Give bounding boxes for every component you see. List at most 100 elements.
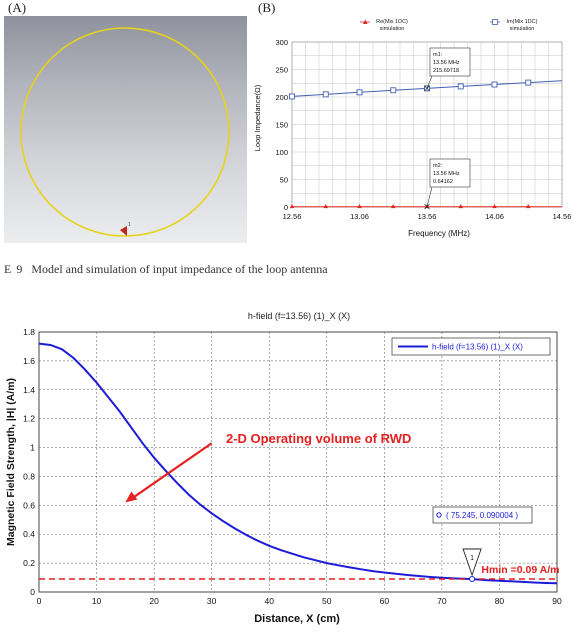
h-field-y-tick-label: 1.8 xyxy=(23,327,35,337)
panel-a-label: (A) xyxy=(8,0,27,15)
marker-leader-line xyxy=(426,186,433,207)
impedance-square-marker xyxy=(491,81,498,88)
operating-volume-annotation: 2-D Operating volume of RWD xyxy=(226,431,411,446)
impedance-triangle-marker xyxy=(289,204,295,209)
marker-triangle-label: 1 xyxy=(470,555,474,562)
hmin-label: Hmin =0.09 A/m xyxy=(481,564,559,576)
h-field-legend: h-field (f=13.56) (1)_X (X) xyxy=(391,337,551,356)
caption-text: Model and simulation of input impedance … xyxy=(31,262,328,276)
h-field-x-tick-label: 20 xyxy=(149,596,159,606)
impedance-triangle-marker xyxy=(525,204,531,209)
impedance-y-tick-label: 0 xyxy=(284,203,288,212)
impedance-x-tick-label: 13.06 xyxy=(350,212,369,221)
impedance-y-tick-label: 50 xyxy=(280,176,288,185)
impedance-x-tick-label: 12.56 xyxy=(283,212,302,221)
impedance-triangle-marker xyxy=(390,204,396,209)
h-field-y-tick-label: 1 xyxy=(30,443,35,453)
h-field-x-tick-label: 40 xyxy=(264,596,274,606)
impedance-square-marker xyxy=(525,79,532,86)
marker-frequency: 13.56 MHz xyxy=(433,60,460,66)
marker-value: 0.64162 xyxy=(433,179,453,185)
panel-b-label: (B) xyxy=(258,0,276,15)
legend-triangle-marker xyxy=(363,19,368,24)
hmin-intersection-point xyxy=(469,575,476,582)
loop-antenna-model-drawing: 1 xyxy=(20,27,230,237)
impedance-tick-labels: 12.56 13.06 13.56 14.06 14.56 0 50 100 150 200 250… xyxy=(275,38,571,221)
h-field-x-tick-label: 10 xyxy=(92,596,102,606)
h-field-x-tick-label: 70 xyxy=(437,596,447,606)
h-field-annotations: 2-D Operating volume of RWD ( 75.245, 0.0… xyxy=(125,431,560,582)
h-field-x-tick-label: 90 xyxy=(552,596,562,606)
loop-antenna-ring xyxy=(20,27,230,237)
h-field-tick-labels: 0 10 20 30 40 50 60 70 80 90 0 0.2 0.4 0.6 0.8 1 1.2 1.4 1… xyxy=(23,327,562,606)
impedance-triangle-marker xyxy=(357,204,362,209)
legend-entry-name: Im(Mix 1DC) xyxy=(507,19,538,25)
impedance-y-axis-label: Loop Impedance(Ω) xyxy=(253,84,262,151)
impedance-square-marker xyxy=(356,89,363,96)
h-field-x-tick-label: 60 xyxy=(380,596,390,606)
h-field-x-tick-label: 80 xyxy=(495,596,505,606)
h-field-y-tick-label: 1.2 xyxy=(23,414,35,424)
impedance-square-marker xyxy=(289,93,295,100)
impedance-markers: m1: 13.56 MHz 215.69718 m2: 13.56 MHz 0.64162 xyxy=(424,47,471,210)
marker-leader-line xyxy=(426,75,433,89)
legend-entry-sub: simulation xyxy=(380,26,405,32)
operating-volume-arrow-head xyxy=(125,491,138,503)
datatip-icon xyxy=(436,512,442,518)
marker-value: 215.69718 xyxy=(433,68,459,74)
marker-readout-box xyxy=(429,47,471,77)
h-field-legend-box xyxy=(391,337,551,356)
h-field-y-tick-label: 0.2 xyxy=(23,558,35,568)
loop-antenna-model-view: 1 xyxy=(4,16,247,243)
impedance-x-tick-label: 14.06 xyxy=(485,212,504,221)
marker-point xyxy=(424,85,430,92)
datatip-box xyxy=(432,506,533,524)
impedance-chart: 12.56 13.06 13.56 14.06 14.56 0 50 100 150 200 250… xyxy=(253,19,571,238)
h-field-y-tick-label: 1.6 xyxy=(23,356,35,366)
marker-readout-box xyxy=(429,158,471,188)
figure-caption: E 9 Model and simulation of input impedan… xyxy=(4,262,328,277)
impedance-y-tick-label: 200 xyxy=(275,93,288,102)
operating-volume-arrow-shaft xyxy=(132,442,213,499)
marker-frequency: 13.56 MHz xyxy=(433,171,460,177)
marker-name: m1: xyxy=(433,52,443,58)
port-icon xyxy=(120,226,127,236)
h-field-y-tick-label: 0.8 xyxy=(23,471,35,481)
impedance-square-marker xyxy=(322,91,329,98)
h-field-x-tick-label: 0 xyxy=(37,596,42,606)
h-field-chart: h-field (f=13.56) (1)_X (X) 0 10 20 30 40 50 6… xyxy=(5,311,562,625)
impedance-triangle-marker xyxy=(492,204,497,209)
marker-triangle-icon xyxy=(462,548,482,577)
legend-entry-name: Re(Mix 1DC) xyxy=(376,19,408,25)
marker-name: m2: xyxy=(433,163,443,169)
h-field-x-tick-label: 30 xyxy=(207,596,217,606)
impedance-square-marker xyxy=(457,83,464,90)
h-field-x-axis-label: Distance, X (cm) xyxy=(254,613,340,625)
impedance-y-tick-label: 250 xyxy=(275,66,288,75)
legend-entry-sub: simulation xyxy=(510,26,535,32)
impedance-x-tick-label: 14.56 xyxy=(553,212,572,221)
model-port-label: 1 xyxy=(128,222,131,228)
h-field-y-tick-label: 1.4 xyxy=(23,385,35,395)
h-field-y-tick-label: 0 xyxy=(30,587,35,597)
h-field-y-tick-label: 0.4 xyxy=(23,529,35,539)
h-field-x-tick-label: 50 xyxy=(322,596,332,606)
h-field-y-axis-label: Magnetic Field Strength, |H| (A/m) xyxy=(5,378,17,546)
datatip-readout: ( 75.245, 0.090004 ) xyxy=(446,511,518,520)
marker-point xyxy=(424,203,430,210)
impedance-y-tick-label: 300 xyxy=(275,38,288,47)
impedance-triangle-marker xyxy=(323,204,329,209)
impedance-y-tick-label: 100 xyxy=(275,148,288,157)
impedance-x-tick-label: 13.56 xyxy=(418,212,437,221)
impedance-x-axis-label: Frequency (MHz) xyxy=(408,229,470,238)
impedance-grid xyxy=(291,41,563,208)
impedance-y-tick-label: 150 xyxy=(275,121,288,130)
h-field-legend-label: h-field (f=13.56) (1)_X (X) xyxy=(432,343,523,352)
impedance-triangle-marker xyxy=(458,204,464,209)
impedance-square-marker xyxy=(390,87,397,94)
h-field-chart-title: h-field (f=13.56) (1)_X (X) xyxy=(248,311,350,321)
legend-square-marker xyxy=(492,19,498,25)
caption-number: E 9 xyxy=(4,262,24,276)
h-field-y-tick-label: 0.6 xyxy=(23,500,35,510)
